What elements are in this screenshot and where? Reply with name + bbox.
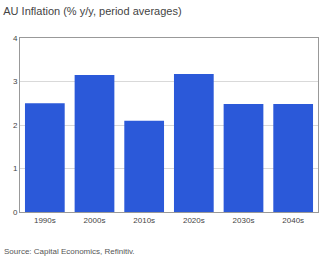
svg-text:2020s: 2020s (183, 216, 205, 225)
svg-text:2040s: 2040s (282, 216, 304, 225)
svg-text:AU Inflation (% y/y, period av: AU Inflation (% y/y, period averages) (3, 5, 181, 17)
svg-text:4: 4 (13, 34, 18, 43)
svg-text:2: 2 (13, 121, 18, 130)
svg-text:0: 0 (13, 208, 18, 217)
svg-text:3: 3 (13, 77, 18, 86)
svg-text:2010s: 2010s (133, 216, 155, 225)
svg-text:1990s: 1990s (34, 216, 56, 225)
svg-text:1: 1 (13, 164, 18, 173)
svg-text:Source: Capital Economics, Ref: Source: Capital Economics, Refinitiv. (4, 247, 135, 256)
svg-text:2030s: 2030s (233, 216, 255, 225)
svg-text:2000s: 2000s (84, 216, 106, 225)
